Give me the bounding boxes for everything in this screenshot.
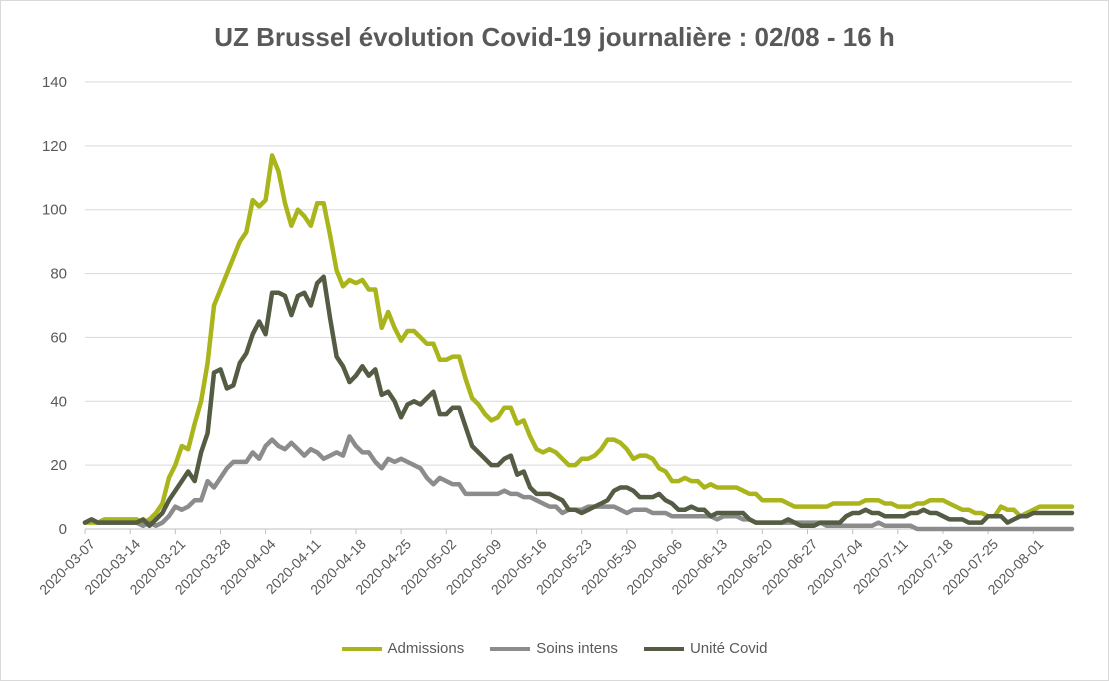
y-tick-label: 100 [42, 202, 67, 219]
y-tick-label: 140 [42, 74, 67, 91]
series-lines [82, 153, 1075, 532]
y-tick-label: 20 [50, 457, 67, 474]
chart-title: UZ Brussel évolution Covid-19 journalièr… [214, 22, 895, 52]
legend-label-unite-covid: Unité Covid [689, 640, 768, 657]
series-line-admissions [82, 153, 1075, 525]
legend-label-soins-intens: Soins intens [536, 640, 618, 657]
legend-swatch-admissions [341, 646, 382, 651]
y-tick-label: 60 [50, 329, 67, 346]
y-tick-label: 0 [59, 521, 67, 538]
legend-item-soins-intens: Soins intens [490, 640, 618, 657]
y-tick-label: 40 [50, 393, 67, 410]
legend-label-admissions: Admissions [387, 640, 465, 657]
x-axis-ticks: 2020-03-072020-03-142020-03-212020-03-28… [36, 529, 1046, 598]
y-axis-ticks: 0 20 40 60 80 100 120 140 [42, 74, 67, 538]
legend: Admissions Soins intens Unité Covid [0, 640, 1109, 657]
y-tick-label: 80 [50, 266, 67, 283]
series-line-unit-covid [82, 274, 1075, 529]
legend-swatch-soins-intens [490, 646, 531, 651]
legend-swatch-unite-covid [643, 646, 684, 651]
series-line-soins-intens [82, 434, 1075, 532]
legend-item-admissions: Admissions [341, 640, 465, 657]
legend-item-unite-covid: Unité Covid [643, 640, 768, 657]
y-tick-label: 120 [42, 138, 67, 155]
